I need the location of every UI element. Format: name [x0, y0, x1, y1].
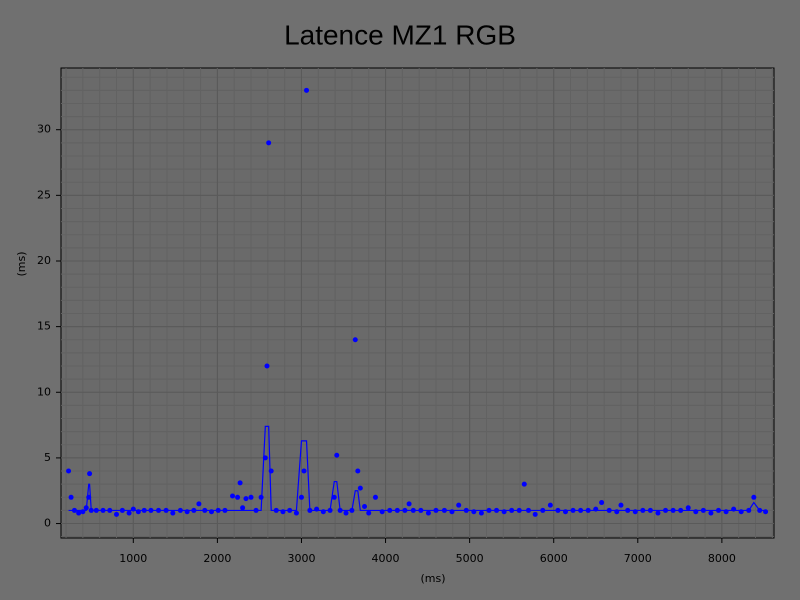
data-point [751, 494, 757, 500]
data-point [264, 363, 270, 369]
data-point [113, 511, 119, 517]
data-point [293, 510, 299, 516]
data-point [240, 505, 246, 511]
data-point [266, 140, 272, 146]
y-tick-label: 30 [37, 123, 51, 136]
x-tick-label: 1000 [119, 552, 147, 565]
y-tick-label: 15 [37, 320, 51, 333]
data-point [655, 510, 661, 516]
data-point [304, 87, 310, 93]
data-point [708, 510, 714, 516]
data-point [355, 468, 361, 474]
y-tick-label: 20 [37, 254, 51, 267]
y-axis-label: (ms) [15, 251, 28, 276]
data-point [425, 510, 431, 516]
x-tick-label: 3000 [287, 552, 315, 565]
data-point [357, 485, 363, 491]
data-point [248, 494, 254, 500]
chart-title: Latence MZ1 RGB [284, 19, 516, 50]
data-point [126, 510, 132, 516]
plot-area [60, 67, 775, 539]
data-point [230, 493, 236, 499]
data-point [343, 510, 349, 516]
x-tick-label: 5000 [456, 552, 484, 565]
series-line [68, 425, 766, 512]
data-point [406, 501, 412, 507]
data-point [478, 510, 484, 516]
data-point [196, 501, 202, 507]
data-point [362, 503, 368, 509]
data-point [547, 502, 553, 508]
data-point [235, 494, 241, 500]
x-axis-label: (ms) [420, 572, 445, 585]
data-point [87, 471, 93, 477]
data-point [366, 510, 372, 516]
y-tick-label: 25 [37, 188, 51, 201]
data-point [170, 510, 176, 516]
x-tick-label: 7000 [624, 552, 652, 565]
x-tick-label: 8000 [708, 552, 736, 565]
data-point [301, 468, 307, 474]
data-point [685, 505, 691, 511]
data-point [237, 480, 243, 486]
x-tick-label: 2000 [203, 552, 231, 565]
y-tick-label: 0 [44, 517, 51, 530]
data-point [68, 494, 74, 500]
y-tick-label: 10 [37, 385, 51, 398]
data-point [599, 500, 605, 506]
data-point [521, 481, 527, 487]
data-point [352, 337, 358, 343]
x-tick-label: 4000 [372, 552, 400, 565]
data-point [243, 496, 249, 502]
y-tick-label: 5 [44, 451, 51, 464]
data-point [331, 494, 337, 500]
data-point [76, 510, 82, 516]
data-point [298, 494, 304, 500]
data-point [334, 452, 340, 458]
x-tick-label: 6000 [540, 552, 568, 565]
data-point [456, 502, 462, 508]
data-point [532, 511, 538, 517]
data-point [66, 468, 72, 474]
data-point [372, 494, 378, 500]
data-point [618, 502, 624, 508]
